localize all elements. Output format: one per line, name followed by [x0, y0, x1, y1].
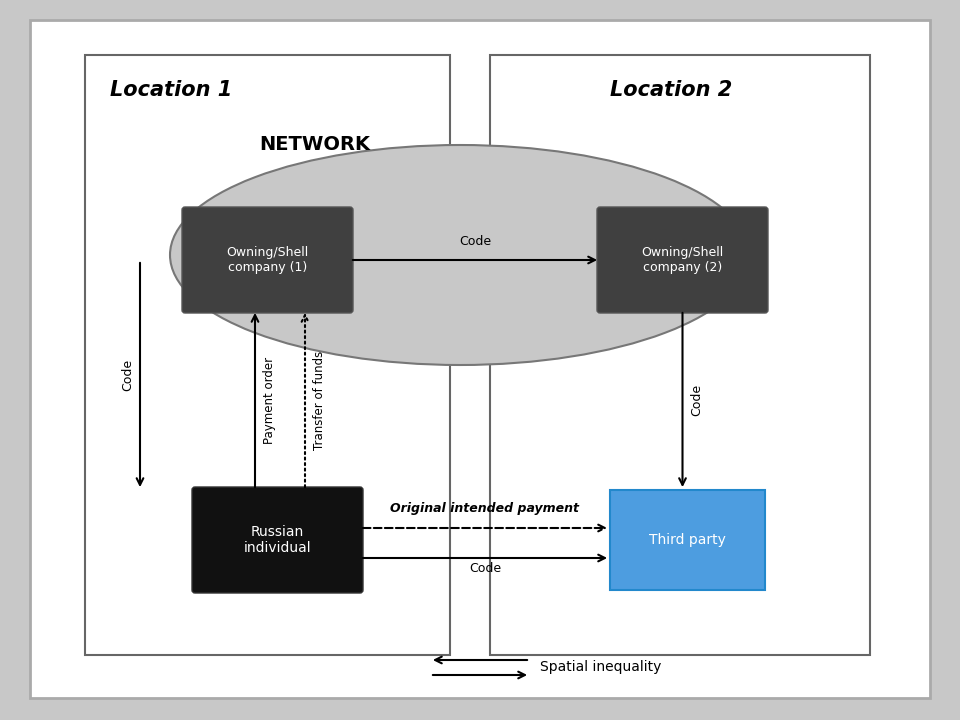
Text: Russian
individual: Russian individual: [244, 525, 311, 555]
Text: NETWORK: NETWORK: [259, 135, 371, 155]
FancyBboxPatch shape: [30, 20, 930, 698]
Text: Owning/Shell
company (2): Owning/Shell company (2): [641, 246, 724, 274]
Text: Location 2: Location 2: [610, 80, 732, 100]
Text: Code: Code: [690, 384, 704, 416]
Text: Code: Code: [468, 562, 501, 575]
Text: Code: Code: [459, 235, 492, 248]
Text: Payment order: Payment order: [263, 356, 276, 444]
FancyBboxPatch shape: [490, 55, 870, 655]
FancyBboxPatch shape: [182, 207, 353, 313]
FancyBboxPatch shape: [597, 207, 768, 313]
Text: Third party: Third party: [649, 533, 726, 547]
Text: Location 1: Location 1: [110, 80, 232, 100]
Text: Spatial inequality: Spatial inequality: [540, 660, 661, 674]
FancyBboxPatch shape: [85, 55, 450, 655]
FancyBboxPatch shape: [192, 487, 363, 593]
Text: Code: Code: [122, 359, 134, 391]
Text: Transfer of funds: Transfer of funds: [313, 351, 326, 449]
Text: Original intended payment: Original intended payment: [391, 502, 580, 515]
FancyBboxPatch shape: [610, 490, 765, 590]
Text: Owning/Shell
company (1): Owning/Shell company (1): [227, 246, 308, 274]
Ellipse shape: [170, 145, 750, 365]
